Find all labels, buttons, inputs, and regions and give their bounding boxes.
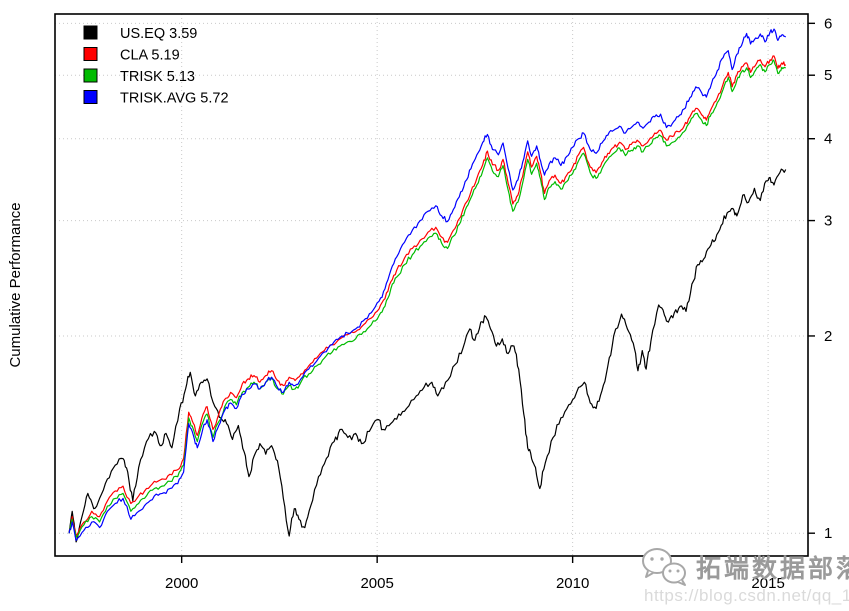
x-tick-label: 2015 xyxy=(751,575,784,592)
legend-label-CLA: CLA 5.19 xyxy=(120,48,180,64)
y-tick-label: 6 xyxy=(824,15,832,32)
legend: US.EQ 3.59 CLA 5.19 TRISK 5.13 TRISK.AVG 5.… xyxy=(83,25,229,107)
series-line-US.EQ xyxy=(68,168,787,543)
series-line-CLA xyxy=(68,55,787,537)
legend-label-TRISK: TRISK 5.13 xyxy=(120,69,195,85)
x-tick-label: 2005 xyxy=(360,575,393,592)
x-tick-label: 2000 xyxy=(165,575,198,592)
y-axis-title: Cumulative Performance xyxy=(7,202,24,367)
y-tick-label: 2 xyxy=(824,328,832,345)
series-line-TRISK xyxy=(68,59,786,539)
legend-label-TRISK.AVG: TRISK.AVG 5.72 xyxy=(120,91,229,107)
legend-swatch-TRISK.AVG xyxy=(83,90,98,104)
series-line-TRISK.AVG xyxy=(68,28,787,542)
legend-swatch-US.EQ xyxy=(83,25,98,40)
legend-swatch-CLA xyxy=(83,47,98,61)
legend-label-US.EQ: US.EQ 3.59 xyxy=(120,26,197,42)
axes: 2000 2005 2010 2015 1 2 3 4 5 6 xyxy=(165,15,832,592)
legend-swatch-TRISK xyxy=(83,68,98,83)
y-tick-label: 5 xyxy=(824,67,832,84)
x-tick-label: 2010 xyxy=(556,575,589,592)
gridlines xyxy=(55,14,808,556)
plot-border xyxy=(54,13,809,557)
y-tick-label: 1 xyxy=(824,525,832,542)
y-tick-label: 4 xyxy=(824,131,832,148)
y-tick-label: 3 xyxy=(824,213,832,230)
